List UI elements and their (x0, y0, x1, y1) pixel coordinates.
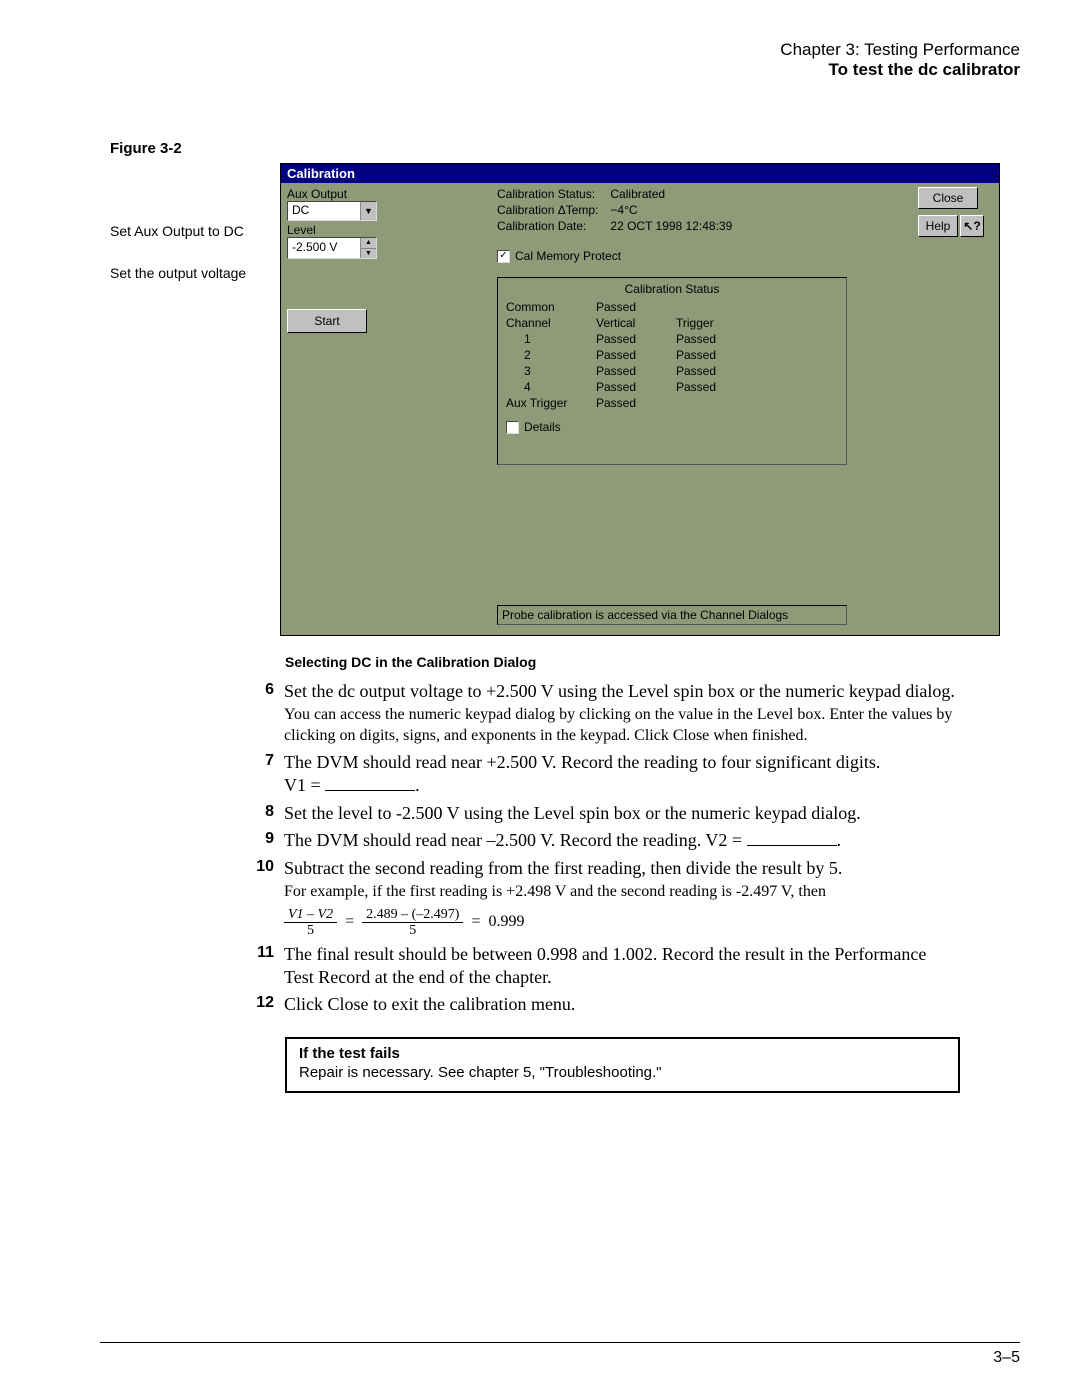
v1-blank (325, 777, 415, 791)
level-label: Level (287, 223, 477, 237)
aux-output-value: DC (288, 202, 360, 220)
figure-label: Figure 3-2 (110, 140, 1020, 157)
fail-body: Repair is necessary. See chapter 5, "Tro… (299, 1064, 946, 1081)
ch-4: 4 (506, 380, 596, 396)
fail-title: If the test fails (299, 1045, 946, 1062)
cal-status-label: Calibration Status: (497, 187, 598, 203)
chevron-down-icon[interactable]: ▼ (360, 202, 376, 220)
help-button[interactable]: Help (918, 215, 958, 237)
ch-3-trigger: Passed (676, 364, 756, 380)
close-button[interactable]: Close (918, 187, 978, 209)
ch-1: 1 (506, 332, 596, 348)
probe-cal-note: Probe calibration is accessed via the Ch… (497, 605, 847, 625)
aux-output-combo[interactable]: DC ▼ (287, 201, 377, 221)
dialog-title: Calibration (281, 164, 999, 183)
annotation-aux-output: Set Aux Output to DC (110, 223, 280, 239)
status-panel-header: Calibration Status (506, 282, 838, 296)
step-11: The final result should be between 0.998… (284, 944, 926, 987)
step-7: The DVM should read near +2.500 V. Recor… (284, 752, 880, 772)
chapter-title: Chapter 3: Testing Performance (60, 40, 1020, 60)
channel-label: Channel (506, 316, 596, 332)
aux-trigger-value: Passed (596, 396, 676, 412)
cal-dtemp-value: −4°C (610, 203, 732, 219)
page-number: 3–5 (993, 1349, 1020, 1366)
trigger-label: Trigger (676, 316, 756, 332)
calibration-status-panel: Calibration Status Common Passed Channel… (497, 277, 847, 465)
ch-1-vertical: Passed (596, 332, 676, 348)
spin-up-icon[interactable]: ▲ (361, 238, 376, 249)
aux-trigger-label: Aux Trigger (506, 396, 596, 412)
cal-date-label: Calibration Date: (497, 219, 598, 235)
ch-2-trigger: Passed (676, 348, 756, 364)
ch-2-vertical: Passed (596, 348, 676, 364)
figure-caption: Selecting DC in the Calibration Dialog (285, 654, 1020, 670)
v2-blank (747, 832, 837, 846)
if-test-fails-box: If the test fails Repair is necessary. S… (285, 1037, 960, 1093)
ch-4-trigger: Passed (676, 380, 756, 396)
step-9: The DVM should read near –2.500 V. Recor… (284, 830, 747, 850)
step-8: Set the level to -2.500 V using the Leve… (284, 803, 861, 823)
annotation-output-voltage: Set the output voltage (110, 265, 280, 281)
page-header: Chapter 3: Testing Performance To test t… (60, 40, 1020, 80)
level-spin[interactable]: -2.500 V ▲ ▼ (287, 237, 377, 259)
step-num-10: 10 (250, 857, 284, 939)
step-num-11: 11 (250, 943, 284, 990)
step-12: Click Close to exit the calibration menu… (284, 994, 575, 1014)
step-num-7: 7 (250, 751, 284, 798)
ch-3-vertical: Passed (596, 364, 676, 380)
cal-memory-protect-checkbox[interactable]: ✓ (497, 250, 510, 263)
cal-status-value: Calibrated (610, 187, 732, 203)
vertical-label: Vertical (596, 316, 676, 332)
info-labels: Calibration Status: Calibration ΔTemp: C… (497, 187, 598, 235)
cal-dtemp-label: Calibration ΔTemp: (497, 203, 598, 219)
steps: 6 Set the dc output voltage to +2.500 V … (250, 680, 960, 1017)
step-10-note: For example, if the first reading is +2.… (284, 882, 960, 903)
ch-2: 2 (506, 348, 596, 364)
page-footer: 3–5 (100, 1342, 1020, 1367)
common-label: Common (506, 300, 596, 316)
step-7-v1: V1 = (284, 775, 325, 795)
start-button[interactable]: Start (287, 309, 367, 333)
aux-output-label: Aux Output (287, 187, 477, 201)
step-6: Set the dc output voltage to +2.500 V us… (284, 681, 955, 701)
figure-annotations: Set Aux Output to DC Set the output volt… (110, 163, 280, 636)
ch-3: 3 (506, 364, 596, 380)
step-num-8: 8 (250, 802, 284, 825)
details-checkbox[interactable] (506, 421, 519, 434)
step-num-9: 9 (250, 829, 284, 852)
section-title: To test the dc calibrator (60, 60, 1020, 80)
info-values: Calibrated −4°C 22 OCT 1998 12:48:39 (610, 187, 732, 235)
formula: V1 – V25 = 2.489 – (–2.497)5 = 0.999 (284, 907, 960, 939)
step-10: Subtract the second reading from the fir… (284, 858, 842, 878)
details-label: Details (524, 420, 561, 434)
calibration-dialog: Calibration Aux Output DC ▼ Level -2.500… (280, 163, 1000, 636)
whats-this-button[interactable]: ↖? (960, 215, 984, 237)
step-num-12: 12 (250, 993, 284, 1016)
step-num-6: 6 (250, 680, 284, 747)
common-value: Passed (596, 300, 676, 316)
level-value: -2.500 V (288, 238, 360, 258)
ch-4-vertical: Passed (596, 380, 676, 396)
step-6-note: You can access the numeric keypad dialog… (284, 705, 960, 747)
cal-date-value: 22 OCT 1998 12:48:39 (610, 219, 732, 235)
cal-memory-protect-label: Cal Memory Protect (515, 249, 621, 263)
spin-down-icon[interactable]: ▼ (361, 249, 376, 259)
ch-1-trigger: Passed (676, 332, 756, 348)
